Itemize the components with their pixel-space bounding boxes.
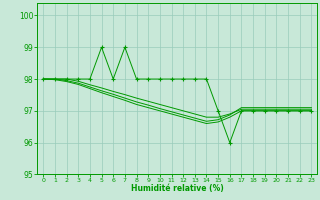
X-axis label: Humidité relative (%): Humidité relative (%) xyxy=(131,184,224,193)
